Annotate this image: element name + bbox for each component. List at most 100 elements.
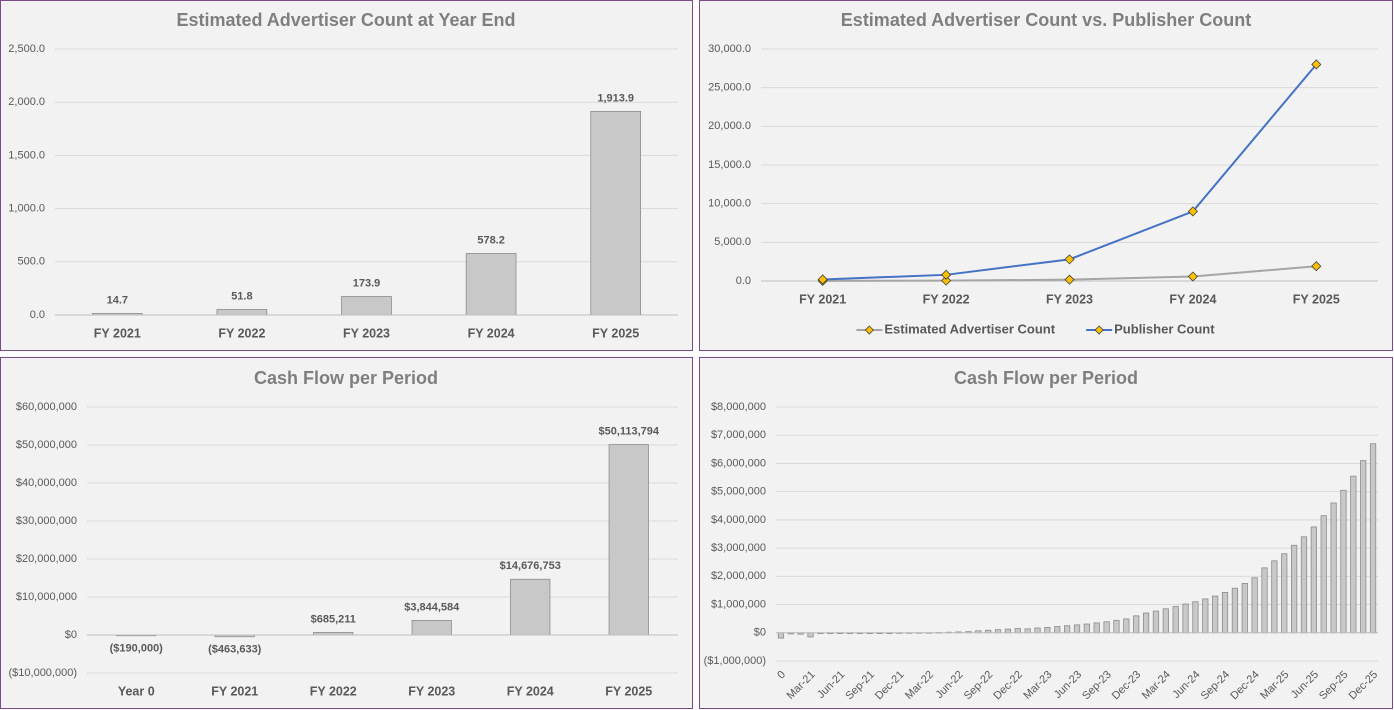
y-tick-label: $40,000,000 bbox=[16, 477, 77, 489]
x-tick-label: FY 2022 bbox=[310, 684, 357, 698]
marker bbox=[941, 269, 952, 280]
data-label: ($190,000) bbox=[110, 643, 164, 655]
bar bbox=[807, 632, 814, 638]
bar bbox=[1320, 515, 1327, 634]
data-label: $14,676,753 bbox=[500, 560, 561, 572]
legend-marker bbox=[1094, 325, 1104, 335]
bar bbox=[1202, 598, 1209, 634]
x-tick-label: FY 2025 bbox=[605, 684, 652, 698]
y-tick-label: $7,000,000 bbox=[711, 429, 766, 441]
bar bbox=[1034, 627, 1041, 634]
data-label: $685,211 bbox=[311, 613, 356, 625]
x-tick-label: FY 2024 bbox=[507, 684, 554, 698]
y-tick-label: 2,500.0 bbox=[8, 43, 45, 55]
chart-title: Estimated Advertiser Count vs. Publisher… bbox=[841, 10, 1251, 30]
y-tick-label: $5,000,000 bbox=[711, 486, 766, 498]
y-tick-label: $6,000,000 bbox=[711, 457, 766, 469]
y-tick-label: 30,000.0 bbox=[708, 43, 751, 55]
bar bbox=[341, 296, 392, 316]
y-tick-label: $50,000,000 bbox=[16, 439, 77, 451]
bar bbox=[411, 619, 452, 636]
y-tick-label: $2,000,000 bbox=[711, 570, 766, 582]
bar bbox=[1004, 628, 1012, 634]
y-tick-label: 1,000.0 bbox=[8, 203, 45, 215]
panel bbox=[699, 0, 1393, 351]
bar bbox=[777, 632, 785, 639]
bar bbox=[1142, 612, 1150, 634]
y-tick-label: $60,000,000 bbox=[16, 401, 77, 413]
y-tick-label: $3,000,000 bbox=[711, 542, 766, 554]
bar bbox=[1221, 592, 1229, 634]
bar bbox=[1251, 577, 1258, 634]
bar bbox=[1014, 628, 1021, 634]
bar bbox=[590, 110, 642, 316]
x-tick-label: FY 2023 bbox=[1046, 292, 1093, 306]
bar bbox=[1162, 608, 1169, 634]
bar bbox=[1350, 475, 1357, 634]
panel bbox=[0, 0, 693, 351]
bar bbox=[1083, 623, 1090, 634]
y-tick-label: $4,000,000 bbox=[711, 514, 766, 526]
bar bbox=[1271, 560, 1278, 634]
bar bbox=[1241, 582, 1248, 634]
marker bbox=[1311, 59, 1322, 70]
data-label: 578.2 bbox=[477, 234, 505, 246]
bar bbox=[465, 253, 517, 316]
y-tick-label: 1,500.0 bbox=[8, 149, 45, 161]
bar bbox=[1073, 624, 1081, 634]
bar bbox=[1123, 618, 1130, 634]
bar bbox=[216, 309, 268, 316]
bar bbox=[1113, 619, 1120, 634]
bar bbox=[1330, 502, 1337, 634]
marker bbox=[1311, 261, 1322, 272]
bar bbox=[1291, 544, 1298, 634]
legend-label: Publisher Count bbox=[1114, 321, 1215, 336]
x-tick-label: FY 2022 bbox=[218, 326, 265, 340]
y-tick-label: 5,000.0 bbox=[714, 236, 751, 248]
y-tick-label: ($10,000,000) bbox=[9, 667, 78, 679]
bar bbox=[608, 444, 649, 636]
x-tick-label: Year 0 bbox=[118, 684, 155, 698]
bar bbox=[510, 578, 551, 636]
bar bbox=[1340, 489, 1347, 634]
bar bbox=[1172, 606, 1179, 634]
y-tick-label: 20,000.0 bbox=[708, 120, 751, 132]
panel bbox=[0, 357, 693, 709]
y-tick-label: ($1,000,000) bbox=[704, 655, 766, 667]
panel bbox=[699, 357, 1393, 709]
x-tick-label: FY 2021 bbox=[94, 326, 141, 340]
bar bbox=[1133, 615, 1140, 634]
y-tick-label: 10,000.0 bbox=[708, 198, 751, 210]
x-tick-label: FY 2024 bbox=[468, 326, 515, 340]
bar bbox=[1231, 587, 1239, 634]
bar bbox=[1044, 627, 1051, 634]
y-tick-label: $30,000,000 bbox=[16, 515, 77, 527]
bar bbox=[1261, 567, 1268, 634]
marker bbox=[941, 275, 952, 286]
y-tick-label: $20,000,000 bbox=[16, 553, 77, 565]
marker bbox=[1064, 274, 1075, 285]
bar bbox=[1192, 601, 1199, 634]
data-label: $3,844,584 bbox=[404, 601, 460, 613]
bar bbox=[1212, 595, 1219, 634]
bar bbox=[1054, 626, 1061, 634]
marker bbox=[1187, 271, 1198, 282]
bar bbox=[1310, 526, 1317, 634]
bar bbox=[1152, 610, 1160, 634]
x-tick-label: FY 2021 bbox=[211, 684, 258, 698]
data-label: 173.9 bbox=[353, 277, 381, 289]
legend-marker bbox=[864, 325, 874, 335]
bar bbox=[1064, 625, 1071, 634]
bar bbox=[1024, 628, 1031, 634]
y-tick-label: 500.0 bbox=[17, 256, 45, 268]
bar bbox=[1182, 603, 1189, 634]
marker bbox=[817, 274, 828, 285]
y-tick-label: $0 bbox=[65, 629, 77, 641]
data-label: 14.7 bbox=[107, 294, 128, 306]
bar bbox=[1103, 621, 1110, 634]
legend-label: Estimated Advertiser Count bbox=[884, 321, 1055, 336]
bar bbox=[1369, 443, 1377, 634]
data-label: ($463,633) bbox=[208, 644, 262, 656]
x-tick-label: FY 2023 bbox=[408, 684, 455, 698]
